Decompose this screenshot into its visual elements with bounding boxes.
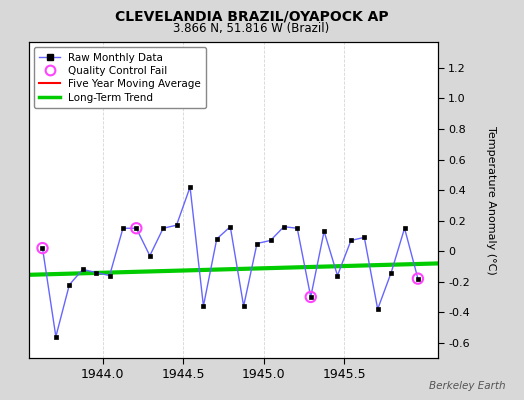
Text: CLEVELANDIA BRAZIL/OYAPOCK AP: CLEVELANDIA BRAZIL/OYAPOCK AP [115,10,388,24]
Point [132,225,140,232]
Y-axis label: Temperature Anomaly (°C): Temperature Anomaly (°C) [486,126,496,274]
Legend: Raw Monthly Data, Quality Control Fail, Five Year Moving Average, Long-Term Tren: Raw Monthly Data, Quality Control Fail, … [34,47,206,108]
Text: 3.866 N, 51.816 W (Brazil): 3.866 N, 51.816 W (Brazil) [173,22,330,35]
Point [307,294,315,300]
Text: Berkeley Earth: Berkeley Earth [429,381,506,391]
Point [38,245,47,251]
Point [414,276,422,282]
